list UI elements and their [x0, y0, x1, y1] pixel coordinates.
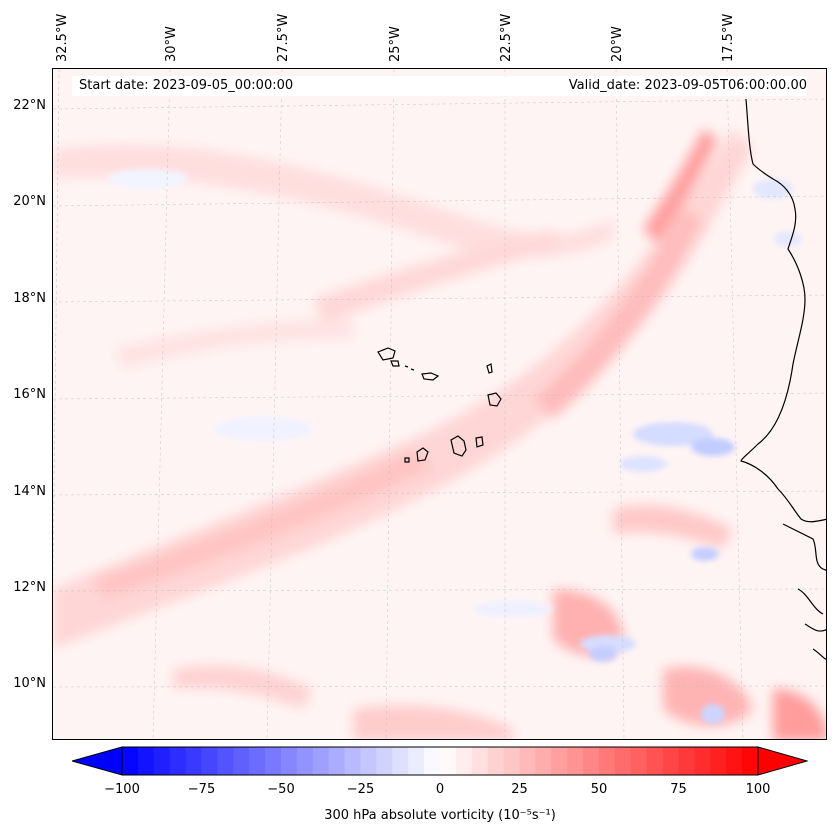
- colorbar-outline: [121, 746, 759, 776]
- valid-date-label: Valid_date: 2023-09-05T06:00:00.00: [568, 78, 807, 93]
- colorbar-cell: [281, 747, 298, 775]
- colorbar-tick-label: −50: [267, 782, 295, 797]
- lon-tick-label: 30°W: [164, 26, 179, 62]
- vorticity-field: [53, 129, 826, 739]
- colorbar-cell: [646, 747, 664, 775]
- lat-tick-label: 18°N: [13, 291, 46, 306]
- colorbar-cell: [137, 747, 155, 775]
- map-canvas: [53, 69, 826, 739]
- lon-tick-label: 32.5°W: [55, 13, 70, 62]
- colorbar-cell: [376, 747, 393, 775]
- colorbar-cell: [249, 747, 266, 775]
- lat-tick-label: 14°N: [13, 484, 46, 499]
- date-annotation-box: [72, 76, 807, 96]
- colorbar-tick-label: −25: [346, 782, 375, 797]
- coastline: [740, 98, 826, 660]
- colorbar-cell: [328, 747, 346, 775]
- vorticity-map: [52, 68, 827, 740]
- cape-verde-islands: [377, 347, 502, 463]
- colorbar-extend-max: [757, 746, 808, 776]
- lon-tick-label: 25°W: [388, 26, 403, 62]
- start-date-label: Start date: 2023-09-05_00:00:00: [79, 78, 294, 93]
- colorbar-cell: [233, 747, 250, 775]
- colorbar: [72, 746, 808, 776]
- colorbar-cell: [583, 747, 600, 775]
- colorbar-tick-label: 25: [511, 782, 528, 797]
- colorbar-cell: [296, 747, 314, 775]
- lon-tick-label: 20°W: [610, 26, 625, 62]
- lon-tick-label: 17.5°W: [721, 13, 736, 62]
- colorbar-cell: [503, 747, 520, 775]
- colorbar-cell: [551, 747, 568, 775]
- colorbar-cell: [122, 747, 139, 775]
- lat-tick-label: 16°N: [13, 387, 46, 402]
- colorbar-cell: [153, 747, 171, 775]
- colorbar-tick-label: 100: [745, 782, 771, 797]
- colorbar-tick-label: 0: [435, 782, 445, 797]
- colorbar-cell: [614, 747, 632, 775]
- lat-tick-label: 20°N: [13, 194, 46, 209]
- colorbar-tick-label: 50: [590, 782, 608, 797]
- colorbar-cell: [630, 747, 648, 775]
- colorbar-cell: [742, 747, 759, 775]
- colorbar-cell: [519, 747, 536, 775]
- colorbar-tick-label: −75: [187, 782, 216, 797]
- lat-tick-label: 22°N: [13, 98, 46, 113]
- colorbar-cell: [599, 747, 616, 775]
- colorbar-cell: [694, 747, 711, 775]
- colorbar-cell: [662, 747, 679, 775]
- colorbar-cell: [471, 747, 489, 775]
- lon-tick-label: 27.5°W: [276, 13, 291, 62]
- colorbar-tick-label: 75: [670, 782, 687, 797]
- colorbar-cell: [169, 747, 187, 775]
- colorbar-cell: [678, 747, 695, 775]
- colorbar-cells: [122, 747, 759, 775]
- colorbar-cell: [408, 747, 425, 775]
- colorbar-cell: [710, 747, 727, 775]
- colorbar-cell: [312, 747, 330, 775]
- negative-vorticity: [108, 169, 802, 724]
- lon-tick-label: 22.5°W: [499, 13, 514, 62]
- colorbar-cell: [344, 747, 361, 775]
- colorbar-extend-min: [72, 746, 123, 776]
- colorbar-cell: [265, 747, 282, 775]
- colorbar-cell: [424, 747, 441, 775]
- colorbar-cell: [392, 747, 409, 775]
- lat-tick-label: 10°N: [13, 676, 46, 691]
- graticule: [53, 69, 826, 739]
- colorbar-cell: [185, 747, 202, 775]
- colorbar-cell: [201, 747, 218, 775]
- colorbar-cell: [535, 747, 552, 775]
- colorbar-cell: [440, 747, 457, 775]
- colorbar-cell: [726, 747, 743, 775]
- colorbar-cell: [360, 747, 377, 775]
- lat-tick-label: 12°N: [13, 580, 46, 595]
- colorbar-tick-label: −100: [104, 782, 140, 797]
- colorbar-cell: [217, 747, 234, 775]
- colorbar-cell: [567, 747, 584, 775]
- colorbar-label: 300 hPa absolute vorticity (10⁻⁵s⁻¹): [324, 808, 556, 823]
- colorbar-cell: [487, 747, 505, 775]
- colorbar-cell: [455, 747, 473, 775]
